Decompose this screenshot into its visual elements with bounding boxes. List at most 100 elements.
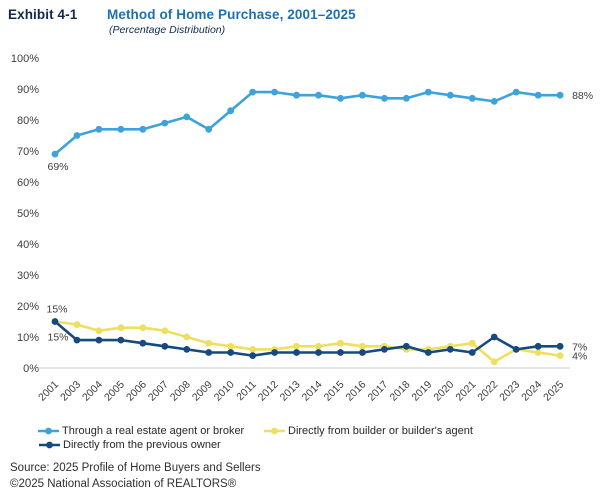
data-point-previous-owner bbox=[556, 342, 564, 350]
data-point-agent bbox=[161, 119, 169, 127]
data-point-builder bbox=[490, 358, 498, 366]
data-point-previous-owner bbox=[95, 336, 103, 344]
chart-subtitle: (Percentage Distribution) bbox=[109, 24, 226, 36]
svg-text:2008: 2008 bbox=[168, 379, 193, 404]
svg-text:40%: 40% bbox=[17, 239, 39, 251]
svg-text:2009: 2009 bbox=[190, 379, 215, 404]
svg-text:2003: 2003 bbox=[58, 379, 83, 404]
svg-text:88%: 88% bbox=[572, 90, 593, 102]
data-point-builder bbox=[337, 339, 344, 347]
svg-text:2004: 2004 bbox=[80, 379, 105, 404]
svg-text:2006: 2006 bbox=[124, 379, 149, 404]
source-line-2: ©2025 National Association of REALTORS® bbox=[10, 477, 237, 490]
series-builder bbox=[51, 318, 564, 366]
data-point-agent bbox=[359, 91, 366, 99]
legend-marker-previous-owner-icon bbox=[39, 441, 60, 449]
line-chart: 100%90%80%70%60%50%40%30%20%10%0%2001200… bbox=[11, 53, 593, 404]
svg-text:69%: 69% bbox=[47, 161, 68, 173]
data-point-agent bbox=[337, 94, 344, 102]
svg-text:90%: 90% bbox=[17, 84, 39, 96]
data-point-previous-owner bbox=[381, 346, 388, 353]
series-previous-owner bbox=[51, 318, 564, 359]
data-point-previous-owner bbox=[534, 342, 542, 350]
data-point-agent bbox=[271, 88, 278, 96]
data-point-previous-owner bbox=[271, 349, 278, 356]
source-note: Source: 2025 Profile of Home Buyers and … bbox=[10, 461, 261, 492]
svg-text:4%: 4% bbox=[572, 351, 587, 363]
svg-text:20%: 20% bbox=[17, 301, 39, 313]
svg-text:100%: 100% bbox=[11, 53, 39, 65]
data-point-agent bbox=[117, 125, 125, 133]
data-point-previous-owner bbox=[227, 349, 235, 356]
data-point-agent bbox=[51, 150, 59, 158]
legend-marker-agent-icon bbox=[38, 427, 59, 435]
data-point-previous-owner bbox=[51, 318, 59, 325]
svg-text:2018: 2018 bbox=[387, 379, 412, 404]
data-point-previous-owner bbox=[337, 349, 344, 356]
data-point-builder bbox=[205, 339, 213, 347]
series-agent bbox=[51, 88, 564, 158]
x-axis-labels: 2001200320042005200620072008200920102011… bbox=[36, 379, 566, 404]
svg-text:2014: 2014 bbox=[300, 379, 325, 404]
data-point-agent bbox=[95, 125, 103, 133]
svg-text:7%: 7% bbox=[572, 341, 587, 353]
data-point-agent bbox=[402, 94, 410, 102]
svg-text:2017: 2017 bbox=[366, 379, 391, 404]
legend-item-builder: Directly from builder or builder's agent bbox=[263, 425, 473, 437]
data-point-previous-owner bbox=[315, 349, 322, 356]
svg-text:2015: 2015 bbox=[322, 379, 347, 404]
svg-text:2021: 2021 bbox=[453, 379, 478, 404]
svg-text:2016: 2016 bbox=[344, 379, 369, 404]
data-point-builder bbox=[534, 349, 542, 356]
data-point-agent bbox=[446, 91, 454, 99]
svg-text:2019: 2019 bbox=[409, 379, 434, 404]
exhibit-label: Exhibit 4-1 bbox=[8, 7, 78, 22]
data-point-previous-owner bbox=[446, 346, 454, 353]
data-point-previous-owner bbox=[161, 342, 169, 350]
data-point-builder bbox=[183, 333, 191, 341]
legend-marker-builder-icon bbox=[264, 427, 285, 435]
data-point-builder bbox=[161, 327, 169, 335]
series-line-previous-owner bbox=[53, 320, 562, 357]
svg-text:2023: 2023 bbox=[497, 379, 522, 404]
legend-label-agent: Through a real estate agent or broker bbox=[62, 425, 245, 437]
data-point-builder bbox=[315, 342, 322, 350]
data-point-agent bbox=[381, 94, 388, 102]
data-point-previous-owner bbox=[512, 346, 520, 353]
data-point-agent bbox=[556, 91, 564, 99]
series-line-builder bbox=[53, 320, 562, 364]
legend-item-previous-owner: Directly from the previous owner bbox=[38, 439, 221, 451]
svg-text:0%: 0% bbox=[23, 363, 39, 375]
svg-text:15%: 15% bbox=[46, 304, 67, 316]
data-point-previous-owner bbox=[183, 346, 191, 353]
svg-text:2007: 2007 bbox=[146, 379, 171, 404]
data-point-builder bbox=[139, 324, 147, 332]
y-axis-labels: 100% 90% 80% 70% 60% 50% 40% 30% 20% 10% 0% bbox=[11, 53, 39, 375]
data-point-previous-owner bbox=[490, 333, 498, 341]
data-point-agent bbox=[139, 125, 147, 133]
svg-text:50%: 50% bbox=[17, 208, 39, 220]
data-point-builder bbox=[73, 321, 81, 328]
data-point-previous-owner bbox=[73, 336, 81, 344]
data-point-builder bbox=[117, 324, 125, 332]
legend-label-previous-owner: Directly from the previous owner bbox=[63, 439, 221, 451]
svg-text:2001: 2001 bbox=[36, 379, 61, 404]
svg-text:2025: 2025 bbox=[541, 379, 566, 404]
data-point-agent bbox=[205, 125, 213, 133]
data-point-previous-owner bbox=[293, 349, 300, 356]
data-point-previous-owner bbox=[117, 336, 125, 344]
svg-text:10%: 10% bbox=[17, 332, 39, 344]
svg-text:60%: 60% bbox=[17, 177, 39, 189]
data-point-builder bbox=[293, 342, 300, 350]
svg-text:2011: 2011 bbox=[234, 379, 259, 404]
data-point-previous-owner bbox=[205, 349, 213, 356]
svg-text:2024: 2024 bbox=[519, 379, 544, 404]
data-point-previous-owner bbox=[424, 349, 432, 356]
svg-text:15%: 15% bbox=[47, 332, 68, 344]
legend-item-agent: Through a real estate agent or broker bbox=[37, 425, 244, 437]
data-point-agent bbox=[183, 113, 191, 121]
data-point-previous-owner bbox=[359, 349, 366, 356]
svg-text:2013: 2013 bbox=[278, 379, 303, 404]
data-point-agent bbox=[512, 88, 520, 96]
data-point-previous-owner bbox=[402, 342, 410, 350]
